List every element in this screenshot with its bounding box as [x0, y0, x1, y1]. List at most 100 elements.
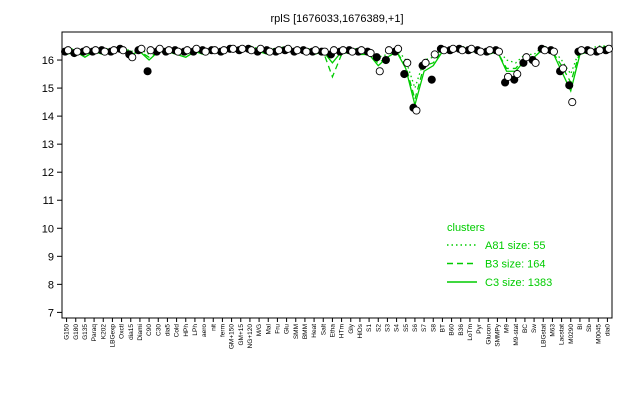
y-tick-label: 10: [42, 223, 54, 235]
data-point: [568, 98, 577, 107]
x-tick-label: Oxctl: [119, 323, 126, 338]
data-point: [256, 44, 265, 53]
x-tick-label: M0045: [595, 324, 602, 344]
x-tick-label: LBGstat: [540, 324, 547, 348]
x-tick-label: Cold: [174, 324, 181, 338]
data-point: [458, 46, 467, 55]
x-tick-label: Pyr: [476, 323, 483, 334]
data-point: [284, 44, 293, 53]
data-point: [467, 44, 476, 53]
data-point: [229, 44, 238, 53]
data-point: [82, 46, 91, 55]
legend-label: A81 size: 55: [485, 240, 546, 252]
data-point: [91, 46, 100, 55]
x-tick-label: dia5: [164, 324, 171, 337]
x-tick-label: LoTm: [467, 324, 474, 341]
x-tick-label: GM+150: [229, 324, 236, 349]
data-point: [372, 53, 381, 62]
legend-title: clusters: [447, 222, 485, 234]
data-point: [412, 106, 421, 115]
data-point: [427, 75, 436, 84]
data-point: [485, 46, 494, 55]
legend-label: C3 size: 1383: [485, 277, 552, 289]
data-point: [265, 47, 274, 56]
x-tick-label: S2: [375, 324, 382, 332]
data-point: [549, 47, 558, 56]
data-point: [595, 46, 604, 55]
x-tick-label: LPh: [192, 324, 199, 336]
x-tick-label: Mal: [265, 323, 272, 334]
y-tick-label: 15: [42, 83, 54, 95]
x-tick-label: B36: [458, 324, 465, 336]
data-point: [449, 44, 458, 53]
data-point: [586, 47, 595, 56]
data-point: [192, 44, 201, 53]
x-tick-label: S8: [430, 324, 437, 332]
data-point: [329, 46, 338, 55]
data-point: [146, 46, 155, 55]
data-point: [531, 58, 540, 67]
x-tick-label: GM+15: [238, 324, 245, 346]
x-tick-label: B60: [449, 324, 456, 336]
data-point: [311, 46, 320, 55]
x-tick-label: M9-stat: [513, 324, 520, 346]
data-point: [366, 48, 375, 58]
x-tick-label: M/G: [256, 324, 263, 336]
x-tick-label: Etha: [329, 324, 336, 338]
y-tick-label: 7: [48, 307, 54, 319]
x-tick-label: Lacstat: [559, 324, 566, 345]
x-tick-label: S7: [421, 324, 428, 332]
data-point: [375, 67, 384, 76]
data-point: [400, 70, 409, 79]
x-tick-label: M9: [504, 324, 511, 333]
x-tick-label: Sw: [531, 324, 538, 333]
x-tick-label: Heat: [311, 324, 318, 338]
data-point: [137, 44, 146, 53]
x-tick-label: HTm: [339, 324, 346, 338]
y-tick-label: 14: [42, 111, 54, 123]
plot-frame: [61, 31, 613, 319]
y-tick-label: 8: [48, 279, 54, 291]
x-tick-label: G150: [64, 324, 71, 340]
data-point: [559, 64, 568, 73]
x-tick-label: S5: [403, 324, 410, 332]
data-point: [577, 46, 586, 55]
data-point: [210, 46, 219, 55]
x-tick-label: aero: [201, 324, 208, 337]
legend-label: B3 size: 164: [485, 259, 546, 271]
y-tick-label: 12: [42, 167, 54, 179]
x-tick-label: Gly: [348, 323, 355, 334]
x-tick-label: G135: [82, 324, 89, 340]
data-point: [384, 46, 393, 55]
data-point: [540, 46, 549, 55]
x-tick-label: Diami: [137, 324, 144, 341]
x-tick-label: dia15: [128, 324, 135, 340]
x-tick-label: LBGexp: [109, 324, 116, 348]
data-point: [274, 46, 283, 55]
x-tick-label: S3: [384, 324, 391, 332]
data-point: [201, 47, 210, 56]
data-point: [293, 46, 302, 55]
x-tick-label: Glu: [284, 324, 291, 335]
x-tick-label: M0290: [568, 324, 575, 344]
data-point: [302, 47, 311, 56]
x-tick-label: SMMPy: [494, 323, 501, 347]
x-tick-label: S1: [366, 324, 373, 332]
x-tick-label: nit: [210, 324, 217, 331]
data-point: [381, 55, 390, 65]
data-point: [155, 44, 164, 53]
chart-title: rplS [1676033,1676389,+1]: [270, 13, 403, 25]
x-tick-label: C30: [155, 324, 162, 336]
data-point: [183, 46, 192, 55]
data-point: [100, 47, 109, 56]
data-point: [143, 67, 152, 76]
data-point: [513, 70, 522, 79]
data-point: [604, 44, 613, 53]
x-tick-label: K202: [100, 324, 107, 340]
x-tick-label: dia0: [604, 324, 611, 337]
data-point: [348, 47, 357, 56]
x-tick-label: ferm: [219, 324, 226, 337]
x-tick-label: BT: [439, 324, 446, 332]
x-tick-label: HPh: [183, 324, 190, 337]
